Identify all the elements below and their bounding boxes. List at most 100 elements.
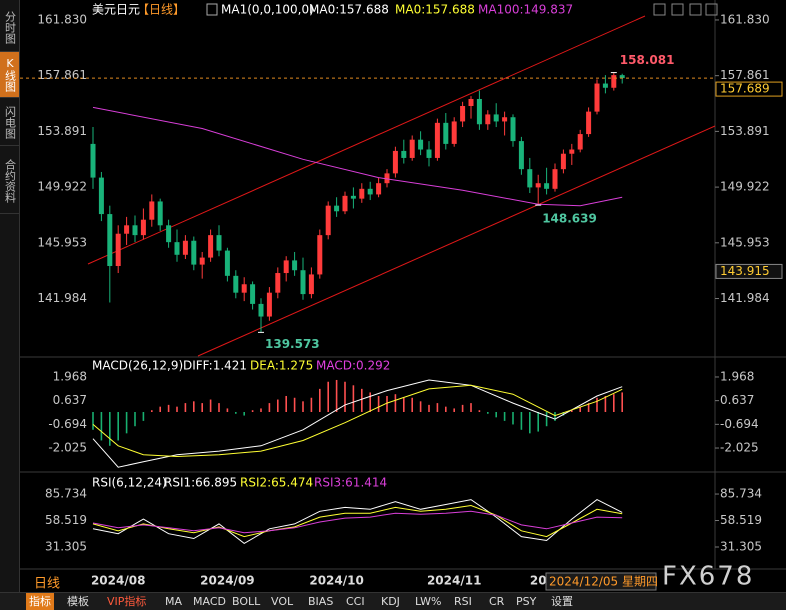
candle-body <box>560 153 566 170</box>
legend-entry: MA100:149.837 <box>478 3 573 17</box>
crosshair-date: 2024/12/05 星期四 <box>549 575 658 589</box>
toolbar-button[interactable]: VIP指标 <box>107 595 147 608</box>
period-label[interactable]: 日线 <box>34 577 60 592</box>
legend-entry: RSI2:65.474 <box>240 476 313 490</box>
toolbar-button[interactable]: 设置 <box>551 595 573 608</box>
y-tick-label: 161.830 <box>37 12 87 26</box>
extreme-label: 148.639 <box>542 212 597 226</box>
x-tick-label: 2024/11 <box>427 574 481 588</box>
candle-body <box>384 173 390 184</box>
icon[interactable] <box>705 3 718 16</box>
toolbar-button[interactable]: VOL <box>271 595 294 608</box>
candle-body <box>485 114 491 125</box>
candle-body <box>434 122 440 158</box>
toolbar-button[interactable]: BOLL <box>232 595 261 608</box>
toolbar-button[interactable]: CR <box>489 595 505 608</box>
y-tick-label: 161.830 <box>720 12 770 26</box>
x-tick-label: 2024/10 <box>309 574 363 588</box>
y-tick-label: 145.953 <box>720 235 770 249</box>
y-tick-label: 31.305 <box>45 539 87 553</box>
candle-body <box>552 169 558 189</box>
sidebar-tab[interactable]: 闪电图 <box>0 100 19 146</box>
candle-body <box>418 139 424 150</box>
candle-body <box>208 235 214 258</box>
crosshair-date-box <box>545 572 657 591</box>
candle-body <box>577 134 583 150</box>
candle-body <box>191 240 197 265</box>
y-tick-label: 149.922 <box>37 180 87 194</box>
toolbar-button[interactable]: 指标 <box>26 593 54 610</box>
indicator-line <box>92 504 623 538</box>
candle-body <box>518 141 524 170</box>
toolbar-button[interactable]: CCI <box>346 595 365 608</box>
candle-body <box>241 284 247 293</box>
legend-entry: MACD:0.292 <box>316 359 390 373</box>
y-tick-label: 145.953 <box>37 235 87 249</box>
candle-body <box>174 242 180 255</box>
candle-body <box>401 150 407 158</box>
candle-body <box>292 260 298 271</box>
channel-line <box>197 125 716 357</box>
legend-entry: DIFF:1.421 <box>183 359 247 373</box>
candle-body <box>409 139 415 158</box>
settings-icon[interactable] <box>206 3 218 16</box>
candle-body <box>132 225 138 236</box>
toolbar-button[interactable]: MACD <box>193 595 226 608</box>
candle-body <box>98 177 104 215</box>
toolbar-button[interactable]: KDJ <box>381 595 400 608</box>
icon[interactable] <box>671 3 684 16</box>
y-tick-label: -0.694 <box>48 417 87 431</box>
y-tick-label: 141.984 <box>720 291 770 305</box>
candle-body <box>502 117 508 122</box>
candle-body <box>258 303 264 317</box>
toolbar-button[interactable]: RSI <box>454 595 472 608</box>
icon[interactable] <box>689 3 702 16</box>
candle-body <box>376 183 382 195</box>
toolbar-button[interactable]: 模板 <box>67 595 89 608</box>
sidebar-tab[interactable]: K线图 <box>0 52 19 98</box>
crosshair-price-box <box>715 263 783 279</box>
extreme-label: 139.573 <box>265 337 320 351</box>
legend-entry: MA0:157.688 <box>395 3 475 17</box>
candle-body <box>451 121 457 144</box>
icon[interactable] <box>653 3 666 16</box>
indicator-line <box>92 499 623 545</box>
y-tick-label: 85.734 <box>45 487 87 501</box>
candle-body <box>527 169 533 188</box>
candle-body <box>140 219 146 236</box>
candle-body <box>325 205 331 236</box>
candle-body <box>308 274 314 295</box>
toolbar-button[interactable]: BIAS <box>308 595 334 608</box>
y-tick-label: 58.519 <box>45 513 87 527</box>
legend-entry: RSI1:66.895 <box>164 476 237 490</box>
toolbar-button[interactable]: MA <box>165 595 183 608</box>
candle-body <box>544 183 550 189</box>
window-icons <box>653 3 718 16</box>
indicator-line <box>92 384 623 458</box>
toolbar-button[interactable]: PSY <box>516 595 537 608</box>
toolbar-button[interactable]: LW% <box>415 595 442 608</box>
candle-body <box>392 150 398 174</box>
crosshair-price: 143.915 <box>720 264 770 278</box>
candle-body <box>107 214 113 267</box>
sidebar-tab[interactable]: 合约资料 <box>0 148 19 214</box>
indicator: MA1(0,0,100,0) <box>221 3 314 17</box>
y-tick-label: 0.637 <box>53 393 87 407</box>
candle-body <box>619 75 625 79</box>
period: 【日线】 <box>137 3 185 17</box>
candle-body <box>283 260 289 274</box>
candle-body <box>602 83 608 88</box>
legend-entry: DEA:1.275 <box>250 359 313 373</box>
candle-body <box>233 275 239 293</box>
candle-body <box>350 195 356 199</box>
candle-body <box>266 292 272 317</box>
candle-body <box>443 122 449 144</box>
y-tick-label: 31.305 <box>720 539 762 553</box>
sidebar-tab[interactable]: 分时图 <box>0 4 19 52</box>
extreme-label: 158.081 <box>620 53 675 67</box>
candle-body <box>342 195 348 212</box>
candle-body <box>426 149 432 158</box>
candle-body <box>476 98 482 125</box>
y-tick-label: 0.637 <box>720 393 754 407</box>
